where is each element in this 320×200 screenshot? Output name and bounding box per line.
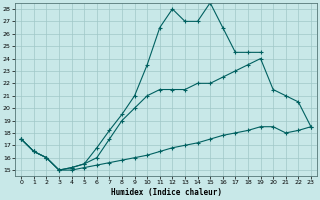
X-axis label: Humidex (Indice chaleur): Humidex (Indice chaleur) <box>111 188 221 197</box>
